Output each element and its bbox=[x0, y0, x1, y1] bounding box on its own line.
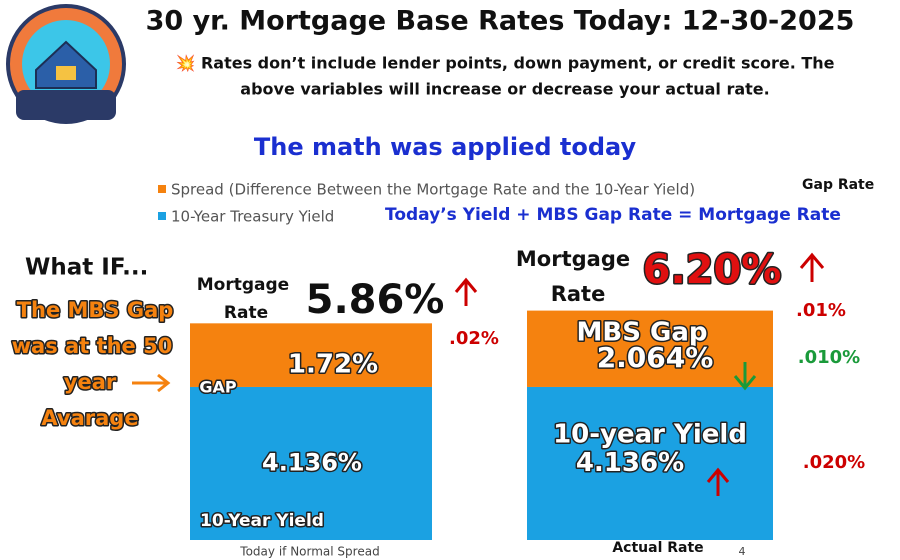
change-label: .02% bbox=[449, 328, 499, 349]
annotation: The MBS Gap bbox=[17, 298, 174, 322]
subtitle: 💥 Rates don’t include lender points, dow… bbox=[175, 54, 834, 73]
total-label: 5.86% bbox=[306, 277, 445, 323]
value-label: 4.136% bbox=[576, 448, 684, 478]
annotation: Mortgage bbox=[197, 275, 289, 295]
arrow-up bbox=[799, 252, 825, 282]
legend-swatch bbox=[158, 212, 166, 220]
change-label: .010% bbox=[798, 347, 860, 368]
title: 30 yr. Mortgage Base Rates Today: 12-30-… bbox=[146, 6, 855, 37]
annotation: Rate bbox=[224, 303, 268, 323]
logo bbox=[6, 4, 126, 124]
arrow-up bbox=[706, 467, 730, 496]
bars bbox=[190, 310, 773, 540]
bar-segment bbox=[190, 386, 432, 540]
value-label: 1.72% bbox=[288, 350, 378, 380]
legend-label: 10-Year Treasury Yield bbox=[171, 208, 334, 226]
arrow-down bbox=[733, 362, 757, 391]
annotation: What IF... bbox=[25, 255, 148, 281]
arrow-up bbox=[454, 277, 478, 306]
bar-segment bbox=[527, 310, 773, 387]
annotation: Gap Rate bbox=[802, 177, 874, 193]
bar-segment bbox=[527, 386, 773, 540]
legend-label: Spread (Difference Between the Mortgage … bbox=[171, 181, 695, 199]
bar-segment bbox=[190, 323, 432, 387]
segment-name: GAP bbox=[199, 378, 237, 397]
annotation: Rate bbox=[551, 282, 606, 306]
arrow bbox=[132, 373, 171, 393]
annotation: year bbox=[64, 370, 117, 394]
segment-name: 10-Year Yield bbox=[200, 511, 324, 531]
segment-name: 10-year Yield bbox=[553, 420, 747, 450]
change-label: .01% bbox=[796, 300, 846, 321]
change-label: .020% bbox=[803, 452, 865, 473]
legend-swatch bbox=[158, 185, 166, 193]
annotation: was at the 50 bbox=[12, 334, 173, 358]
annotation: Avarage bbox=[41, 406, 138, 430]
segment-name: MBS Gap bbox=[577, 318, 708, 348]
value-label: 4.136% bbox=[262, 448, 362, 476]
total-label: 6.20% bbox=[643, 247, 782, 293]
x-tick-label: Actual Rate bbox=[612, 540, 703, 556]
value-label: 2.064% bbox=[597, 341, 714, 374]
subtitle: above variables will increase or decreas… bbox=[240, 80, 769, 99]
heading: The math was applied today bbox=[254, 133, 637, 161]
x-tick-label: Today if Normal Spread bbox=[239, 545, 379, 559]
annotation: Mortgage bbox=[516, 247, 630, 271]
page-number: 4 bbox=[739, 545, 746, 558]
annotation: Today’s Yield + MBS Gap Rate = Mortgage … bbox=[385, 205, 841, 225]
bar-annotations: GAP 10-Year Yield MBS Gap 10-year Yield … bbox=[198, 316, 757, 533]
